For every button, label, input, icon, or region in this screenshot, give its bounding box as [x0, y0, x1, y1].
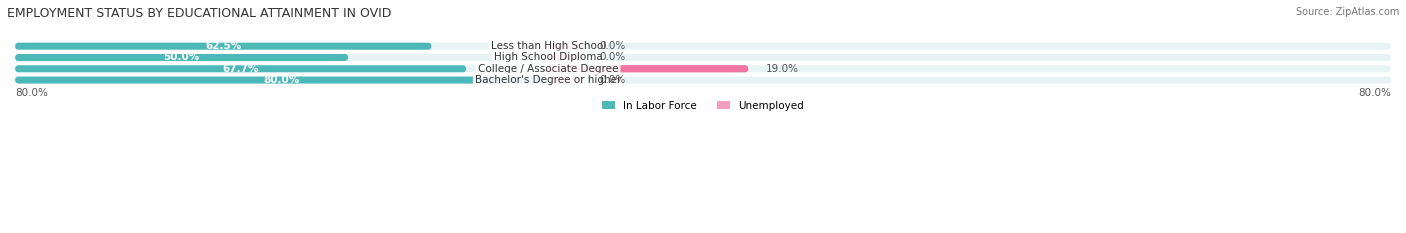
- FancyBboxPatch shape: [548, 77, 582, 84]
- FancyBboxPatch shape: [15, 77, 548, 84]
- Text: 0.0%: 0.0%: [600, 52, 626, 62]
- Text: Bachelor's Degree or higher: Bachelor's Degree or higher: [475, 75, 621, 85]
- FancyBboxPatch shape: [15, 54, 1391, 61]
- FancyBboxPatch shape: [15, 77, 1391, 84]
- Text: 0.0%: 0.0%: [600, 75, 626, 85]
- Text: High School Diploma: High School Diploma: [494, 52, 603, 62]
- Text: 80.0%: 80.0%: [263, 75, 299, 85]
- FancyBboxPatch shape: [15, 43, 1391, 50]
- FancyBboxPatch shape: [548, 54, 582, 61]
- FancyBboxPatch shape: [15, 65, 467, 72]
- FancyBboxPatch shape: [15, 43, 432, 50]
- FancyBboxPatch shape: [15, 54, 349, 61]
- Text: College / Associate Degree: College / Associate Degree: [478, 64, 619, 74]
- Text: Source: ZipAtlas.com: Source: ZipAtlas.com: [1295, 7, 1399, 17]
- Text: 50.0%: 50.0%: [163, 52, 200, 62]
- Text: 62.5%: 62.5%: [205, 41, 242, 51]
- FancyBboxPatch shape: [548, 65, 748, 72]
- Text: 80.0%: 80.0%: [1358, 88, 1391, 98]
- FancyBboxPatch shape: [548, 43, 582, 50]
- Text: 19.0%: 19.0%: [765, 64, 799, 74]
- Text: 67.7%: 67.7%: [222, 64, 259, 74]
- FancyBboxPatch shape: [15, 65, 1391, 72]
- Text: EMPLOYMENT STATUS BY EDUCATIONAL ATTAINMENT IN OVID: EMPLOYMENT STATUS BY EDUCATIONAL ATTAINM…: [7, 7, 391, 20]
- Text: 0.0%: 0.0%: [600, 41, 626, 51]
- Text: Less than High School: Less than High School: [491, 41, 606, 51]
- Legend: In Labor Force, Unemployed: In Labor Force, Unemployed: [598, 97, 808, 115]
- FancyBboxPatch shape: [548, 65, 748, 72]
- Text: 80.0%: 80.0%: [15, 88, 48, 98]
